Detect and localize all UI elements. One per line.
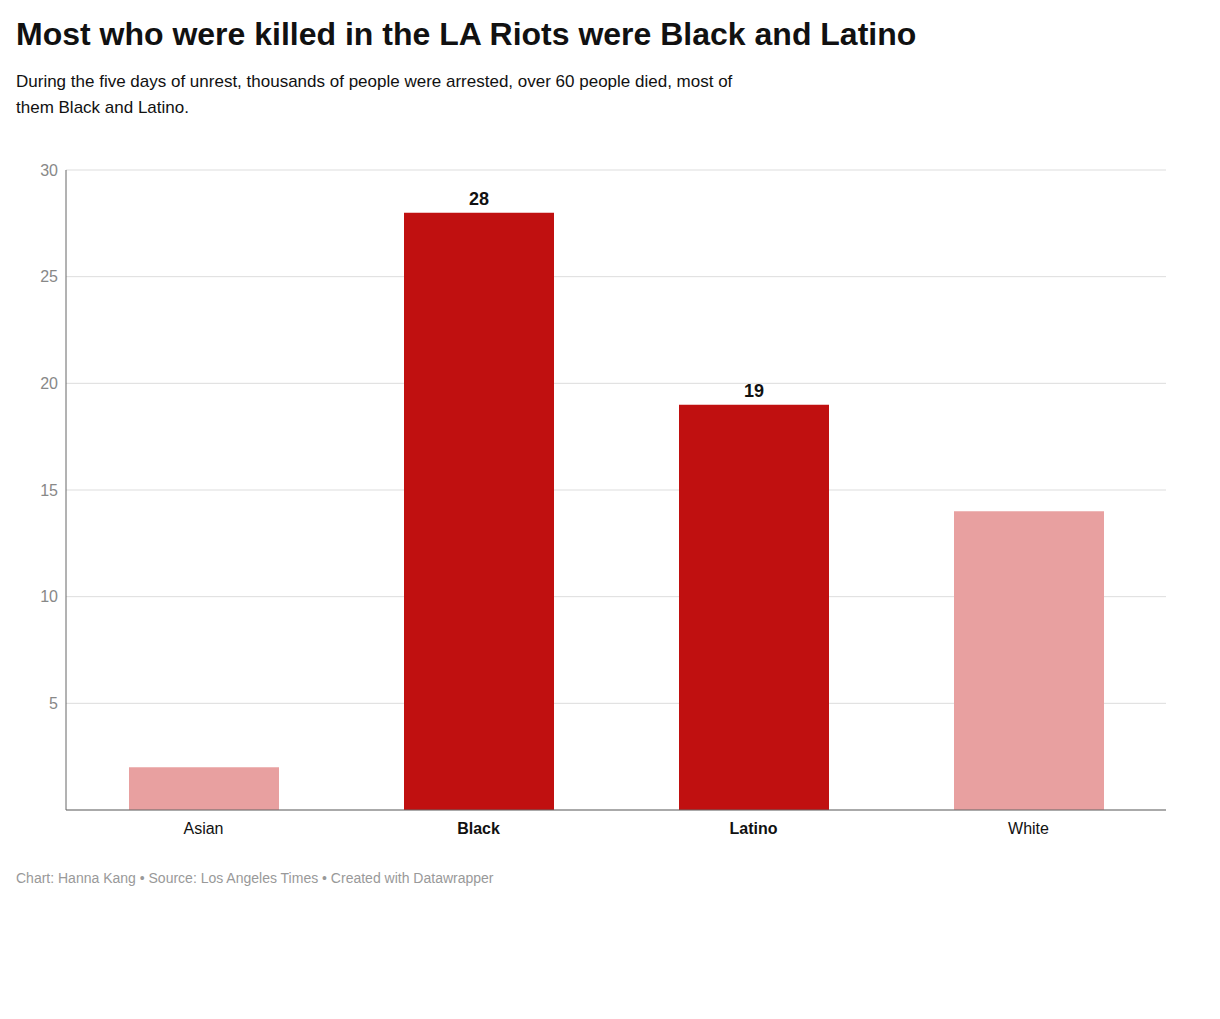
svg-text:20: 20 — [40, 375, 58, 392]
svg-text:Latino: Latino — [730, 820, 778, 837]
html-text:Chart: Hanna Kang • Source: Lo: Chart: Hanna Kang • Source: Los Angeles … — [16, 870, 494, 886]
svg-text:Black: Black — [457, 820, 500, 837]
svg-text:White: White — [1008, 820, 1049, 837]
html-text:Most who were killed in the LA: Most who were killed in the LA Riots wer… — [16, 16, 917, 52]
svg-text:28: 28 — [469, 189, 489, 209]
html-text:During the five days of unrest: During the five days of unrest, thousand… — [16, 72, 733, 117]
svg-text:5: 5 — [49, 695, 58, 712]
svg-text:10: 10 — [40, 588, 58, 605]
svg-text:30: 30 — [40, 162, 58, 179]
svg-text:19: 19 — [744, 381, 764, 401]
svg-text:Asian: Asian — [183, 820, 223, 837]
svg-text:15: 15 — [40, 482, 58, 499]
svg-text:25: 25 — [40, 268, 58, 285]
